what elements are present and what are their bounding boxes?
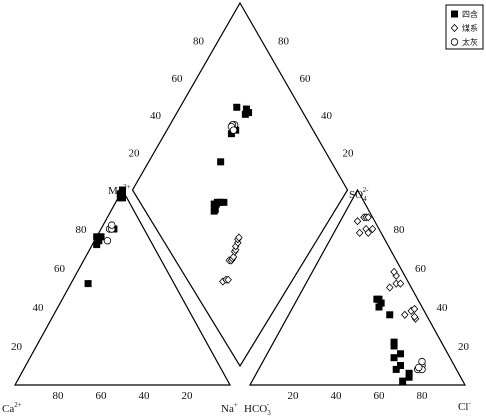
diamond-right-tick: 40 bbox=[321, 110, 333, 122]
legend-label: 太灰 bbox=[462, 37, 478, 47]
diamond-left-tick: 20 bbox=[129, 148, 141, 160]
anion-point-s1 bbox=[410, 312, 419, 321]
legend-marker bbox=[451, 10, 458, 18]
anion-point-s0 bbox=[399, 377, 407, 385]
cation-point-s0 bbox=[119, 190, 126, 198]
diamond-right-tick: 20 bbox=[343, 148, 355, 160]
cation-triangle bbox=[13, 188, 232, 386]
diamond-point-s0 bbox=[227, 130, 235, 138]
anion-point-s0 bbox=[390, 354, 398, 362]
anion-point-s0 bbox=[405, 373, 413, 381]
anion-point-s1 bbox=[355, 228, 364, 237]
anion-bottom-tick: 60 bbox=[374, 390, 386, 402]
tick-labels: 20 40 60 80 80 60 40 20 20 40 60 80 80 60 40 20 80 60 40 20… bbox=[11, 35, 470, 402]
cation-bottom-tick: 80 bbox=[53, 390, 65, 402]
diamond-point-s1 bbox=[224, 275, 232, 284]
anion-point-s0 bbox=[390, 338, 398, 346]
anion-point-s0 bbox=[377, 299, 385, 307]
diamond bbox=[131, 1, 349, 368]
anion-point-s1 bbox=[410, 304, 419, 314]
na-label: Na+ bbox=[221, 401, 238, 415]
anion-point-s0 bbox=[397, 362, 404, 369]
anion-triangle bbox=[248, 188, 467, 386]
anion-bottom-tick: 20 bbox=[288, 390, 300, 402]
cation-left-tick: 40 bbox=[33, 302, 45, 314]
anion-point-s1 bbox=[353, 217, 362, 226]
anion-point-s0 bbox=[405, 369, 413, 377]
anion-point-s1 bbox=[401, 310, 409, 319]
anion-point-s2 bbox=[415, 363, 423, 372]
data-points bbox=[84, 103, 426, 385]
cation-point-s0 bbox=[119, 194, 126, 202]
diamond-point-s0 bbox=[220, 198, 228, 206]
cation-point-s2 bbox=[108, 221, 116, 229]
anion-right-tick: 80 bbox=[394, 224, 406, 236]
ion-labels: Mg2+SO42-Ca2+ Na+ HCO3- Cl- bbox=[2, 183, 471, 417]
diamond-left-tick: 60 bbox=[172, 73, 184, 85]
ca-label: Ca2+ bbox=[2, 401, 22, 415]
cation-point-s0 bbox=[119, 186, 126, 194]
anion-point-s0 bbox=[375, 303, 383, 311]
anion-right-tick: 40 bbox=[437, 302, 449, 314]
cation-point-s0 bbox=[97, 233, 105, 241]
diamond-right-tick: 80 bbox=[278, 35, 290, 47]
legend-marker bbox=[450, 38, 459, 46]
so4-label: SO42- bbox=[349, 186, 369, 203]
diamond-left-tick: 80 bbox=[193, 35, 205, 47]
cation-point-s0 bbox=[93, 241, 101, 249]
anion-point-s1 bbox=[364, 228, 372, 237]
cl-label: Cl- bbox=[458, 399, 471, 413]
cation-point-s2 bbox=[103, 236, 112, 245]
diamond-right-tick: 60 bbox=[300, 73, 312, 85]
cation-bottom-tick: 60 bbox=[96, 390, 108, 402]
anion-bottom-tick: 40 bbox=[331, 390, 343, 402]
diamond-point-s1 bbox=[229, 252, 238, 261]
anion-point-s1 bbox=[396, 279, 405, 288]
cation-point-s0 bbox=[93, 233, 101, 241]
diamond-point-s0 bbox=[242, 105, 250, 113]
diamond-point-s0 bbox=[217, 158, 225, 166]
cation-point-s0 bbox=[95, 237, 103, 245]
cation-point-s0 bbox=[84, 280, 92, 288]
anion-point-s1 bbox=[368, 224, 377, 234]
legend-label: 四含 bbox=[462, 9, 478, 19]
cation-bottom-tick: 20 bbox=[182, 390, 194, 402]
anion-point-s1 bbox=[364, 213, 372, 222]
anion-point-s0 bbox=[390, 342, 398, 350]
cation-left-tick: 60 bbox=[54, 263, 66, 275]
cation-left-tick: 20 bbox=[11, 341, 23, 353]
anion-right-tick: 20 bbox=[458, 341, 470, 353]
anion-point-s0 bbox=[386, 311, 394, 319]
diamond-point-s2 bbox=[229, 126, 238, 134]
anion-bottom-tick: 80 bbox=[417, 390, 429, 402]
legend-label: 煤系 bbox=[462, 23, 478, 33]
diamond-point-s1 bbox=[235, 233, 243, 242]
diagram-frame bbox=[13, 1, 467, 386]
diamond-left-tick: 40 bbox=[150, 110, 162, 122]
anion-point-s2 bbox=[418, 357, 426, 366]
cation-bottom-tick: 40 bbox=[139, 390, 151, 402]
anion-point-s0 bbox=[392, 365, 400, 373]
diamond-point-s0 bbox=[233, 103, 241, 111]
anion-right-tick: 60 bbox=[415, 263, 427, 275]
anion-point-s0 bbox=[397, 350, 404, 358]
hco3-label: HCO3- bbox=[244, 400, 271, 417]
anion-point-s1 bbox=[386, 283, 394, 292]
cation-left-tick: 80 bbox=[76, 224, 88, 236]
diamond-point-s0 bbox=[210, 207, 218, 215]
anion-point-s0 bbox=[373, 295, 381, 303]
legend-marker bbox=[450, 23, 459, 33]
diamond-point-s0 bbox=[216, 198, 224, 206]
diamond-point-s0 bbox=[245, 109, 253, 117]
anion-point-s1 bbox=[390, 267, 398, 276]
